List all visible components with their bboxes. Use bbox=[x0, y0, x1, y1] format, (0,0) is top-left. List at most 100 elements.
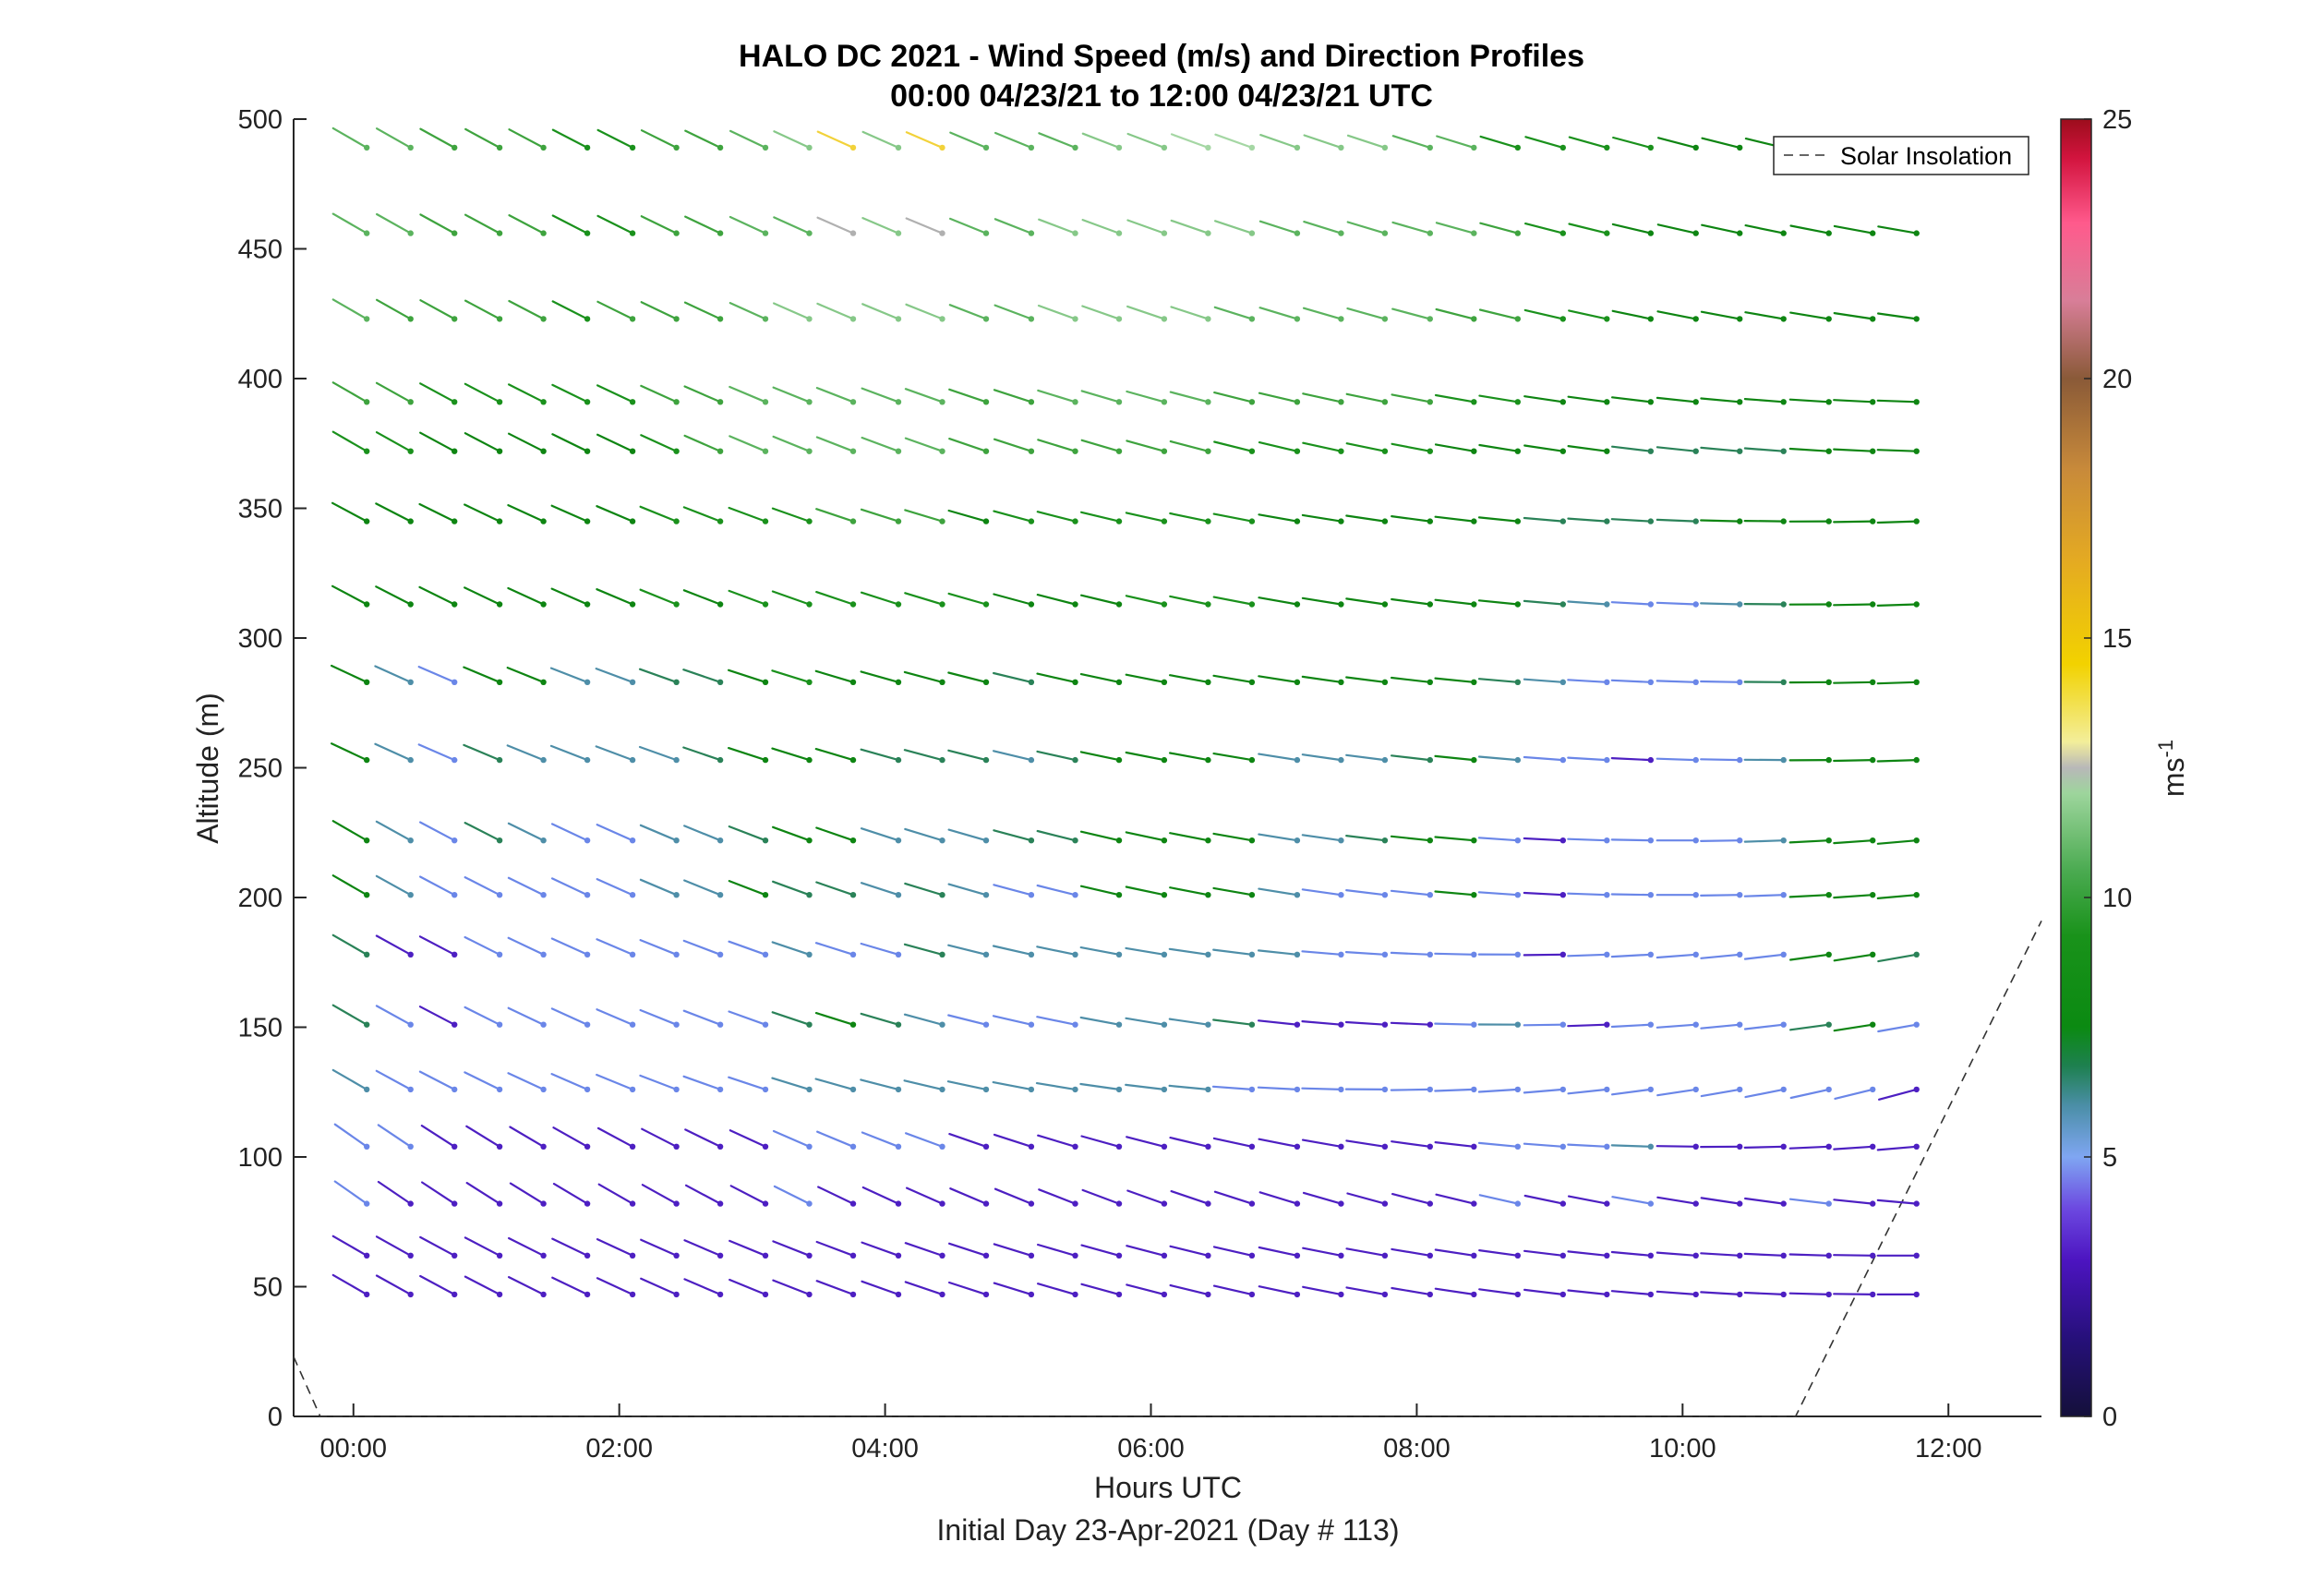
wind-barb-point bbox=[1248, 1143, 1256, 1150]
wind-barb-shaft bbox=[1656, 223, 1697, 235]
wind-barb-point bbox=[1205, 837, 1211, 844]
wind-barb-shaft bbox=[771, 747, 811, 762]
wind-barb-shaft bbox=[1036, 750, 1077, 762]
wind-barb-point bbox=[1205, 679, 1211, 685]
wind-barb-point bbox=[1870, 1291, 1876, 1298]
wind-barb-shaft bbox=[728, 879, 767, 897]
wind-barb-point bbox=[540, 448, 547, 454]
wind-barb-point bbox=[540, 144, 547, 151]
wind-barb-point bbox=[716, 144, 724, 151]
wind-barb-shaft bbox=[1743, 1291, 1785, 1296]
wind-barb-point bbox=[629, 399, 636, 405]
wind-barb-shaft bbox=[1302, 307, 1343, 320]
wind-barb-point bbox=[364, 1252, 370, 1259]
wind-barb-shaft bbox=[1477, 1141, 1519, 1148]
wind-barb-shaft bbox=[552, 1182, 589, 1205]
wind-barb-point bbox=[1294, 448, 1301, 454]
wind-barb-point bbox=[1427, 1021, 1434, 1028]
wind-barb-shaft bbox=[1168, 1018, 1210, 1026]
wind-barb-point bbox=[584, 679, 591, 685]
wind-barb-point bbox=[1294, 1291, 1301, 1298]
wind-barb-point bbox=[407, 951, 414, 958]
wind-barb-point bbox=[540, 1143, 547, 1150]
wind-barb-shaft bbox=[1788, 447, 1830, 452]
wind-barb-point bbox=[452, 316, 458, 322]
wind-barb-shaft bbox=[1213, 1190, 1254, 1205]
wind-barb-point bbox=[806, 230, 813, 236]
wind-barb-shaft bbox=[1080, 1135, 1121, 1148]
wind-barb-point bbox=[1471, 230, 1477, 236]
wind-barb-shaft bbox=[1434, 1140, 1475, 1148]
wind-barb-shaft bbox=[1701, 223, 1741, 235]
wind-barb-point bbox=[1471, 1291, 1477, 1298]
wind-barb-point bbox=[540, 756, 547, 764]
wind-barb-point bbox=[716, 1200, 724, 1207]
wind-barb-point bbox=[584, 1143, 591, 1150]
wind-barb-point bbox=[1604, 951, 1610, 958]
wind-barb-shaft bbox=[418, 585, 456, 606]
wind-barb-shaft bbox=[1434, 754, 1475, 762]
wind-barb-shaft bbox=[1523, 953, 1564, 957]
wind-barb-shaft bbox=[1169, 832, 1210, 842]
wind-barb-point bbox=[1072, 1086, 1078, 1093]
wind-barb-point bbox=[1559, 230, 1567, 236]
wind-barb-shaft bbox=[1656, 1290, 1697, 1296]
wind-barb-shaft bbox=[639, 505, 678, 523]
wind-barb-point bbox=[1072, 316, 1078, 322]
wind-barb-point bbox=[1825, 399, 1832, 405]
wind-barb-shaft bbox=[1567, 1195, 1608, 1205]
wind-barb-shaft bbox=[993, 304, 1033, 320]
x-tick-label: 02:00 bbox=[585, 1434, 653, 1464]
wind-barb-point bbox=[982, 601, 990, 608]
wind-barb-shaft bbox=[1876, 603, 1918, 608]
wind-barb-shaft bbox=[1743, 1197, 1785, 1205]
wind-barb-point bbox=[716, 892, 724, 898]
wind-barb-point bbox=[982, 892, 990, 898]
wind-barb-point bbox=[1514, 756, 1522, 764]
wind-barb-point bbox=[1604, 837, 1610, 844]
wind-barb-shaft bbox=[905, 1187, 944, 1205]
wind-barb-shaft bbox=[1170, 306, 1210, 320]
wind-barb-point bbox=[939, 1021, 945, 1028]
wind-barb-shaft bbox=[1302, 1191, 1343, 1205]
wind-barb-shaft bbox=[1876, 449, 1918, 452]
wind-barb-shaft bbox=[1743, 1023, 1785, 1030]
wind-barb-shaft bbox=[993, 829, 1033, 842]
wind-barb-point bbox=[1248, 756, 1256, 764]
wind-barb-shaft bbox=[682, 589, 722, 606]
wind-barb-shaft bbox=[1789, 311, 1830, 320]
wind-barb-point bbox=[584, 316, 591, 322]
wind-barb-shaft bbox=[1345, 1286, 1387, 1296]
wind-barb-point bbox=[1115, 1200, 1123, 1207]
wind-barb-shaft bbox=[683, 879, 722, 897]
wind-barb-shaft bbox=[1610, 893, 1652, 897]
wind-barb-shaft bbox=[464, 503, 501, 523]
wind-barb-point bbox=[540, 679, 547, 685]
colorbar-gradient bbox=[2060, 118, 2092, 1417]
wind-barb-shaft bbox=[1301, 888, 1343, 897]
wind-barb-point bbox=[806, 601, 813, 608]
wind-barb-shaft bbox=[1656, 757, 1697, 762]
legend: Solar Insolation bbox=[1773, 136, 2029, 175]
wind-barb-point bbox=[1870, 230, 1876, 236]
wind-barb-point bbox=[939, 951, 945, 958]
wind-barb-point bbox=[1248, 1021, 1256, 1028]
wind-barb-shaft bbox=[1126, 1136, 1166, 1148]
wind-barb-point bbox=[1471, 518, 1477, 524]
wind-barb-shaft bbox=[640, 1277, 678, 1296]
wind-barb-point bbox=[982, 448, 990, 454]
wind-barb-shaft bbox=[507, 432, 545, 452]
wind-barb-shaft bbox=[1876, 839, 1918, 845]
wind-barb-point bbox=[1604, 144, 1610, 151]
wind-barb-shaft bbox=[596, 1008, 634, 1026]
wind-barb-shaft bbox=[1301, 513, 1343, 523]
wind-barb-shaft bbox=[1346, 221, 1387, 235]
wind-barb-point bbox=[1514, 399, 1522, 405]
wind-barb-point bbox=[1381, 1200, 1389, 1207]
wind-barb-shaft bbox=[1523, 891, 1564, 897]
wind-barb-shaft bbox=[1301, 596, 1343, 606]
wind-barb-point bbox=[1381, 144, 1389, 151]
wind-barb-shaft bbox=[728, 1010, 767, 1026]
wind-barb-shaft bbox=[596, 877, 634, 897]
wind-barb-point bbox=[1028, 892, 1035, 898]
